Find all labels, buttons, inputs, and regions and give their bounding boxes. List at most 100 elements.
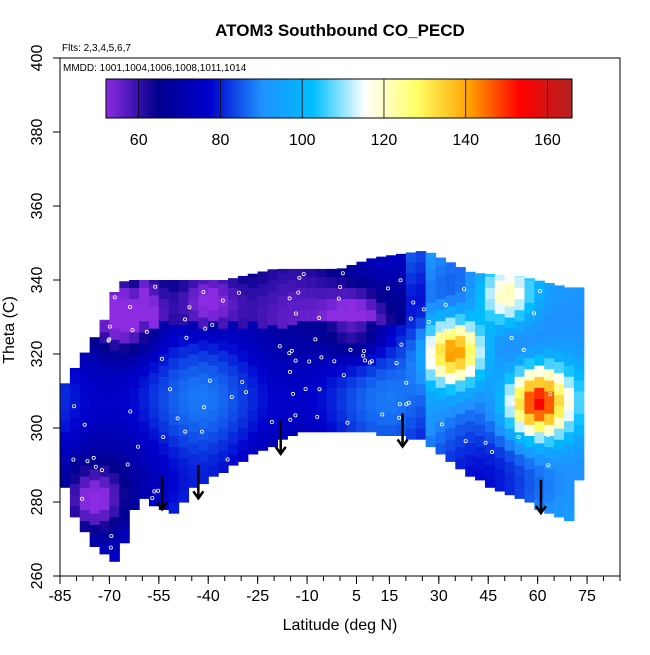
heatmap-cell xyxy=(178,413,190,425)
heatmap-cell xyxy=(208,309,219,322)
heatmap-cell xyxy=(455,424,466,436)
heatmap-cell xyxy=(297,354,308,366)
heatmap-cell xyxy=(79,354,91,366)
heatmap-cell xyxy=(504,428,516,440)
heatmap-cell xyxy=(484,409,496,422)
heatmap-cell xyxy=(326,387,338,399)
heatmap-cell xyxy=(514,354,526,366)
heatmap-cell xyxy=(544,313,555,325)
heatmap-cell xyxy=(336,331,348,344)
heatmap-cell xyxy=(89,424,101,436)
heatmap-cell xyxy=(524,278,535,281)
heatmap-cell xyxy=(69,428,81,440)
heatmap-cell xyxy=(148,280,160,285)
heatmap-cell xyxy=(494,468,506,481)
heatmap-cell xyxy=(504,416,516,429)
heatmap-cell xyxy=(307,268,318,277)
heatmap-cell xyxy=(415,283,427,296)
heatmap-cell xyxy=(326,365,338,377)
heatmap-cell xyxy=(336,309,348,322)
heatmap-cell xyxy=(297,387,308,399)
heatmap-cell xyxy=(455,346,466,359)
heatmap-cell xyxy=(484,476,496,488)
heatmap-cell xyxy=(544,435,555,448)
heatmap-cell xyxy=(277,350,288,362)
heatmap-cell xyxy=(524,457,535,470)
heatmap-cell xyxy=(346,331,358,344)
heatmap-cell xyxy=(316,342,328,355)
observation-point xyxy=(80,496,85,501)
heatmap-cell xyxy=(69,461,81,473)
heatmap-cell xyxy=(544,468,555,481)
heatmap-cell xyxy=(89,468,101,481)
heatmap-cell xyxy=(376,346,387,359)
heatmap-cell xyxy=(247,409,259,422)
heatmap-cell xyxy=(326,287,338,300)
heatmap-cell xyxy=(396,253,407,259)
x-tick-label: -85 xyxy=(48,588,71,605)
heatmap-cell xyxy=(534,453,545,466)
heatmap-cell xyxy=(564,498,575,510)
heatmap-cell xyxy=(218,383,229,396)
heatmap-cell xyxy=(69,367,81,374)
heatmap-cell xyxy=(405,416,417,429)
heatmap-cell xyxy=(425,268,437,281)
heatmap-cell xyxy=(346,287,358,300)
heatmap-cell xyxy=(544,357,555,370)
heatmap-cell xyxy=(425,391,437,403)
observation-point xyxy=(332,359,337,364)
heatmap-cell xyxy=(465,387,476,399)
heatmap-cell xyxy=(99,387,111,399)
heatmap-cell xyxy=(356,320,367,333)
heatmap-cell xyxy=(188,409,199,422)
heatmap-cell xyxy=(148,383,160,396)
heatmap-cell xyxy=(554,350,565,362)
heatmap-cell xyxy=(247,276,259,288)
heatmap-cell xyxy=(119,520,130,533)
heatmap-cell xyxy=(208,420,219,433)
heatmap-cell xyxy=(376,302,387,314)
heatmap-cell xyxy=(425,252,437,259)
heatmap-cell xyxy=(129,487,140,499)
dates-label: MMDD: 1001,1004,1006,1008,1011,1014 xyxy=(63,63,247,74)
observation-point xyxy=(236,290,241,295)
heatmap-cell xyxy=(218,439,229,451)
heatmap-cell xyxy=(415,394,427,407)
heatmap-cell xyxy=(60,465,71,477)
heatmap-cell xyxy=(386,424,397,436)
heatmap-cell xyxy=(376,413,387,425)
heatmap-cell xyxy=(158,442,170,455)
heatmap-cell xyxy=(554,439,565,451)
heatmap-cell xyxy=(129,376,140,388)
heatmap-cell xyxy=(257,305,269,318)
heatmap-cell xyxy=(247,442,259,455)
heatmap-cell xyxy=(99,487,111,499)
observation-point xyxy=(287,296,292,301)
heatmap-cell xyxy=(425,302,437,314)
heatmap-cell xyxy=(405,428,417,440)
heatmap-cell xyxy=(168,302,180,314)
colorbar-tick-label: 120 xyxy=(371,132,398,149)
heatmap-cell xyxy=(247,376,259,388)
heatmap-cell xyxy=(218,394,229,407)
heatmap-cell xyxy=(534,387,545,399)
heatmap-cell xyxy=(455,324,466,337)
heatmap-cell xyxy=(336,420,348,433)
heatmap-cell xyxy=(69,505,81,518)
heatmap-cell xyxy=(109,405,120,418)
heatmap-cell xyxy=(307,398,318,411)
heatmap-cell xyxy=(504,405,516,418)
heatmap-cell xyxy=(247,287,259,300)
heatmap-cell xyxy=(376,357,387,370)
heatmap-cell xyxy=(129,431,140,444)
heatmap-cell xyxy=(139,342,150,355)
heatmap-cell xyxy=(445,294,456,307)
y-tick-label: 280 xyxy=(29,489,46,516)
heatmap-cell xyxy=(237,350,249,362)
heatmap-cell xyxy=(445,305,456,318)
heatmap-cell xyxy=(514,298,526,311)
heatmap-cell xyxy=(198,317,209,329)
heatmap-cell xyxy=(573,391,585,403)
heatmap-cell xyxy=(247,298,259,311)
